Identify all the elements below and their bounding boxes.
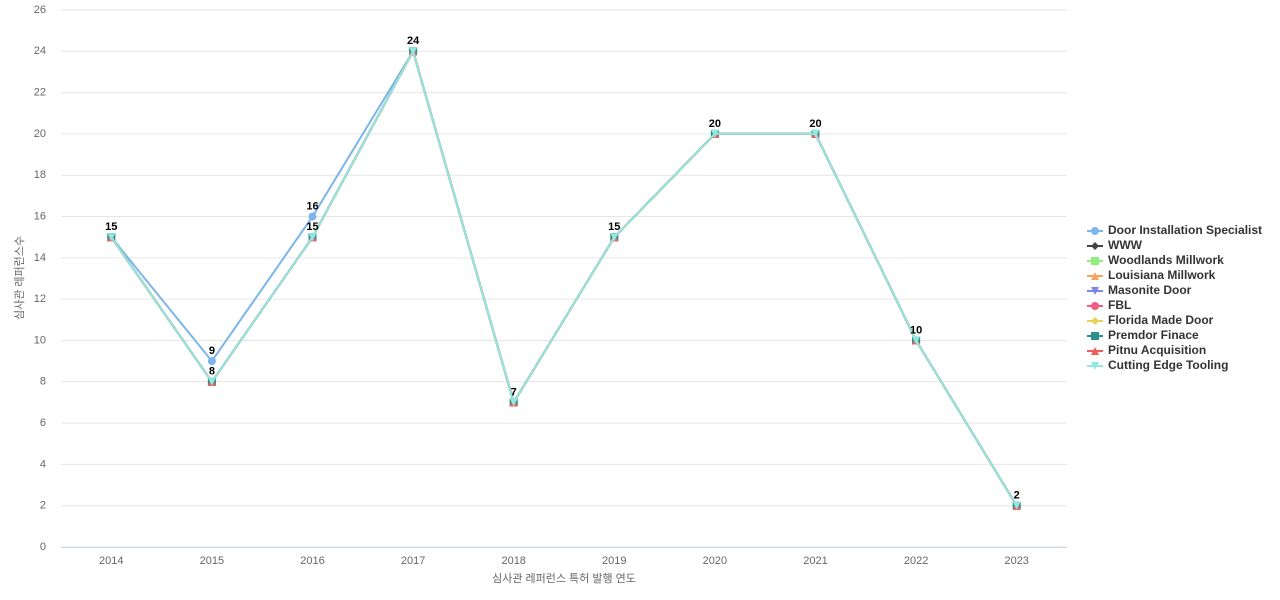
data-label: 2	[1014, 490, 1020, 502]
data-label: 16	[306, 200, 318, 212]
x-tick-label: 2022	[904, 555, 928, 567]
series	[107, 47, 1021, 510]
data-point	[710, 129, 719, 138]
data-label: 15	[608, 221, 620, 233]
series	[107, 47, 1021, 510]
series-line	[110, 48, 1018, 507]
series-line	[110, 48, 1018, 507]
legend-marker	[1091, 347, 1099, 355]
legend-marker	[1091, 332, 1099, 340]
legend-marker	[1091, 302, 1099, 310]
series	[107, 47, 1021, 510]
series-line	[110, 48, 1018, 507]
x-tick-label: 2023	[1004, 555, 1028, 567]
legend-marker	[1091, 272, 1099, 280]
y-tick-label: 10	[34, 334, 46, 346]
data-label: 10	[910, 324, 922, 336]
data-label: 20	[809, 118, 821, 130]
y-axis-title: 심사관 레퍼런스수	[13, 236, 26, 320]
legend-label: Pitnu Acquisition	[1108, 343, 1206, 357]
data-label: 15	[306, 221, 318, 233]
x-axis-title: 심사관 레퍼런스 특허 발행 연도	[492, 572, 636, 585]
data-point	[308, 233, 317, 242]
x-tick-label: 2021	[803, 555, 827, 567]
data-point	[107, 233, 116, 242]
series-line	[110, 48, 1018, 507]
series	[107, 47, 1021, 510]
legend-marker	[1091, 287, 1099, 295]
x-tick-label: 2020	[703, 555, 727, 567]
data-label: 9	[209, 345, 215, 357]
legend-marker	[1091, 242, 1099, 250]
y-tick-label: 22	[34, 87, 46, 99]
y-tick-label: 26	[34, 4, 46, 16]
y-tick-label: 20	[34, 128, 46, 140]
data-point	[811, 129, 820, 138]
legend-label: Door Installation Specialist	[1108, 223, 1262, 237]
x-tick-label: 2016	[300, 555, 324, 567]
data-label: 15	[105, 221, 117, 233]
y-tick-label: 8	[40, 376, 46, 388]
data-point	[207, 357, 216, 366]
legend-label: Florida Made Door	[1108, 313, 1214, 327]
series	[107, 47, 1021, 510]
data-label: 24	[407, 35, 420, 47]
y-tick-label: 24	[34, 45, 46, 57]
data-point	[912, 336, 921, 345]
x-tick-label: 2014	[99, 555, 123, 567]
x-tick-label: 2018	[501, 555, 525, 567]
y-tick-label: 12	[34, 293, 46, 305]
legend-label: Woodlands Millwork	[1108, 253, 1224, 267]
x-tick-label: 2017	[401, 555, 425, 567]
series-line	[110, 48, 1018, 507]
data-point	[509, 398, 518, 407]
series	[107, 47, 1021, 510]
y-tick-label: 0	[40, 541, 46, 553]
series-line	[110, 48, 1018, 507]
legend-marker	[1091, 227, 1099, 235]
x-tick-label: 2015	[200, 555, 224, 567]
x-tick-label: 2019	[602, 555, 626, 567]
series-line	[110, 48, 1018, 507]
data-point	[308, 212, 317, 221]
legend-marker	[1091, 317, 1099, 325]
series	[107, 47, 1021, 510]
data-label: 7	[511, 386, 517, 398]
series-line	[110, 48, 1018, 507]
data-label: 20	[709, 118, 721, 130]
y-tick-label: 2	[40, 500, 46, 512]
y-tick-label: 4	[40, 458, 46, 470]
legend-marker	[1091, 362, 1099, 370]
y-tick-label: 6	[40, 417, 46, 429]
series-line	[110, 48, 1018, 507]
data-point	[1012, 501, 1021, 510]
y-tick-label: 18	[34, 169, 46, 181]
data-label: 8	[209, 366, 215, 378]
y-tick-label: 16	[34, 210, 46, 222]
legend-marker	[1091, 257, 1099, 265]
series	[107, 47, 1021, 510]
legend-label: Louisiana Millwork	[1108, 268, 1216, 282]
series	[107, 47, 1021, 510]
series	[107, 47, 1021, 510]
series-line	[110, 48, 1018, 507]
legend-label: FBL	[1108, 298, 1131, 312]
legend-label: Premdor Finace	[1108, 328, 1199, 342]
data-point	[207, 377, 216, 386]
y-tick-label: 14	[34, 252, 46, 264]
legend-label: Masonite Door	[1108, 283, 1192, 297]
data-point	[610, 233, 619, 242]
legend-label: Cutting Edge Tooling	[1108, 358, 1228, 372]
legend-label: WWW	[1108, 238, 1143, 252]
data-point	[409, 47, 418, 56]
